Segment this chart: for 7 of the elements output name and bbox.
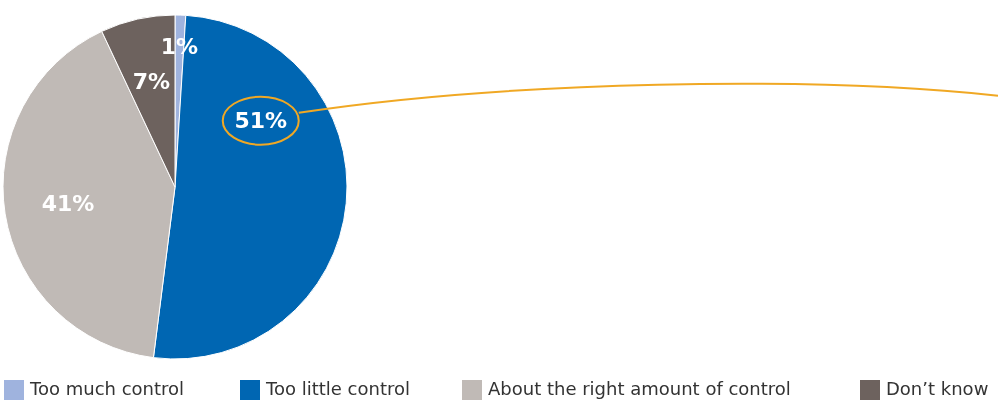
legend-label: Don’t know: [886, 378, 989, 399]
legend-label: About the right amount of control: [488, 378, 791, 399]
data-label: 41%: [41, 191, 95, 217]
data-label: 7%: [132, 68, 171, 94]
legend-label: Too much control: [29, 378, 185, 399]
legend-label: Too little control: [265, 378, 410, 399]
data-label: 51%: [234, 108, 288, 134]
